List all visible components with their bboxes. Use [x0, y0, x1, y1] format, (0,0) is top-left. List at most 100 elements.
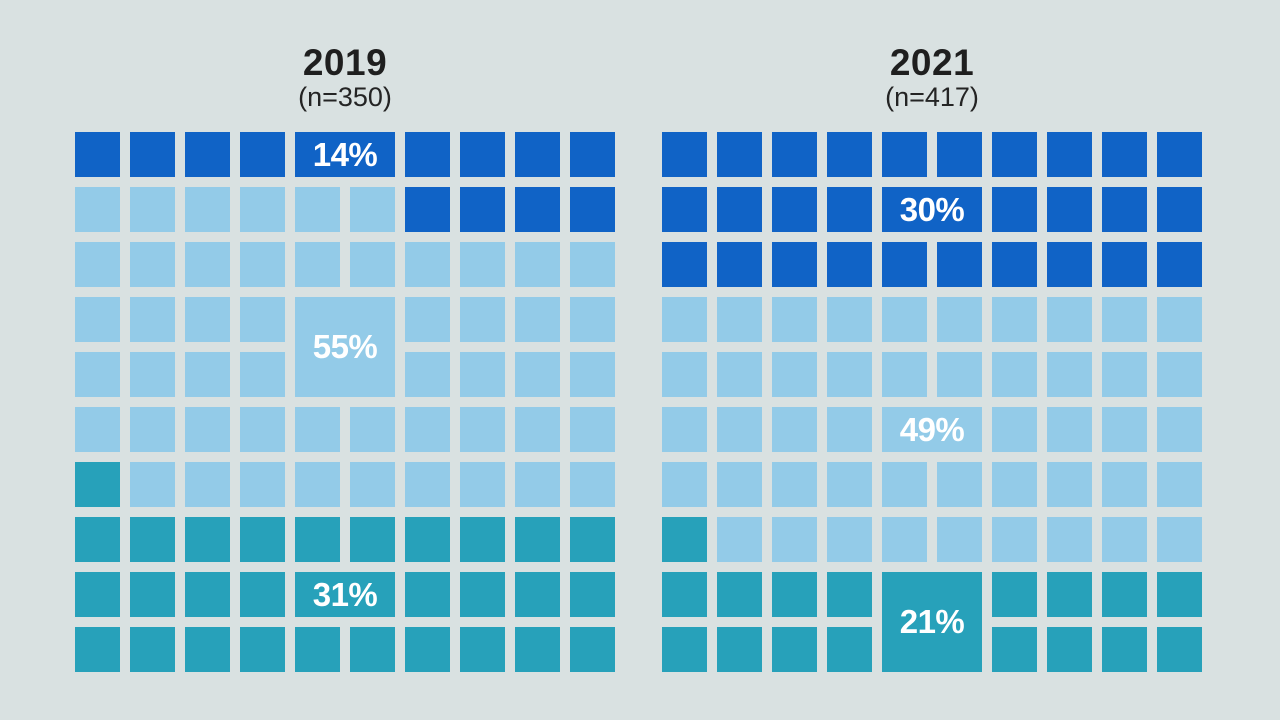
waffle-cell — [827, 297, 872, 342]
waffle-cell — [405, 132, 450, 177]
waffle-cell — [515, 517, 560, 562]
waffle-cell — [240, 187, 285, 232]
waffle-cell — [405, 462, 450, 507]
waffle-cell — [827, 572, 872, 617]
waffle-cell — [937, 242, 982, 287]
waffle-cell — [827, 132, 872, 177]
waffle-cell — [515, 242, 560, 287]
waffle-cell — [460, 572, 505, 617]
waffle-cell — [1047, 242, 1092, 287]
waffle-cell — [130, 407, 175, 452]
waffle-cell — [460, 297, 505, 342]
waffle-cell — [1157, 517, 1202, 562]
waffle-cell — [772, 352, 817, 397]
waffle-cell — [1102, 187, 1147, 232]
waffle-cell — [772, 462, 817, 507]
waffle-cell — [1157, 462, 1202, 507]
waffle-cell — [1157, 407, 1202, 452]
waffle-cell — [1047, 407, 1092, 452]
waffle-cell — [240, 627, 285, 672]
waffle-cell — [405, 352, 450, 397]
segment-label-block: 21% — [882, 572, 982, 672]
segment-label-block: 30% — [882, 187, 982, 232]
waffle-cell — [405, 517, 450, 562]
waffle-cell — [75, 407, 120, 452]
waffle-cell — [295, 407, 340, 452]
waffle-cell — [992, 407, 1037, 452]
waffle-cell — [662, 572, 707, 617]
waffle-cell — [240, 462, 285, 507]
waffle-cell — [185, 297, 230, 342]
waffle-cell — [75, 627, 120, 672]
waffle-cell — [1157, 187, 1202, 232]
waffle-cell — [570, 297, 615, 342]
waffle-cell — [717, 187, 762, 232]
waffle-cell — [717, 242, 762, 287]
waffle-cell — [515, 462, 560, 507]
waffle-cell — [1047, 627, 1092, 672]
waffle-cell — [992, 132, 1037, 177]
waffle-cell — [717, 297, 762, 342]
chart-title-2019: 2019 — [302, 42, 388, 83]
waffle-cell — [405, 572, 450, 617]
waffle-cell — [937, 297, 982, 342]
waffle-cell — [1157, 352, 1202, 397]
chart-subtitle-2021: (n=417) — [885, 82, 979, 112]
waffle-cell — [185, 132, 230, 177]
waffle-cell — [570, 627, 615, 672]
segment-percentage-label: 30% — [899, 190, 965, 228]
waffle-cell — [130, 242, 175, 287]
waffle-cell — [1047, 462, 1092, 507]
waffle-cell — [405, 407, 450, 452]
waffle-cell — [827, 517, 872, 562]
waffle-cell — [717, 517, 762, 562]
waffle-cell — [717, 132, 762, 177]
waffle-cell — [717, 407, 762, 452]
waffle-cell — [662, 462, 707, 507]
waffle-cell — [130, 517, 175, 562]
waffle-cell — [240, 242, 285, 287]
waffle-cell — [460, 352, 505, 397]
waffle-cell — [130, 352, 175, 397]
waffle-cell — [130, 132, 175, 177]
waffle-cell — [882, 462, 927, 507]
waffle-cell — [1102, 462, 1147, 507]
waffle-cell — [772, 572, 817, 617]
waffle-cell — [1102, 242, 1147, 287]
waffle-cell — [75, 297, 120, 342]
waffle-cell — [772, 627, 817, 672]
waffle-cell — [937, 132, 982, 177]
waffle-cell — [717, 352, 762, 397]
waffle-cell — [937, 462, 982, 507]
waffle-cell — [75, 242, 120, 287]
segment-label-block: 55% — [295, 297, 395, 397]
waffle-cell — [130, 627, 175, 672]
segment-percentage-label: 31% — [312, 575, 378, 613]
waffle-cell — [662, 242, 707, 287]
waffle-cell — [185, 407, 230, 452]
segment-label-block: 49% — [882, 407, 982, 452]
waffle-cell — [515, 352, 560, 397]
waffle-cell — [185, 517, 230, 562]
waffle-cell — [992, 242, 1037, 287]
waffle-cell — [882, 352, 927, 397]
waffle-cell — [1047, 572, 1092, 617]
waffle-cell — [882, 297, 927, 342]
waffle-cell — [240, 572, 285, 617]
waffle-cell — [130, 187, 175, 232]
waffle-cell — [75, 352, 120, 397]
waffle-cell — [515, 407, 560, 452]
waffle-cell — [662, 297, 707, 342]
waffle-cell — [350, 462, 395, 507]
waffle-cell — [75, 517, 120, 562]
waffle-cell — [662, 627, 707, 672]
waffle-cell — [75, 132, 120, 177]
waffle-cell — [75, 572, 120, 617]
waffle-cell — [662, 407, 707, 452]
waffle-cell — [185, 242, 230, 287]
waffle-cell — [772, 187, 817, 232]
waffle-cell — [405, 627, 450, 672]
segment-percentage-label: 55% — [312, 328, 378, 365]
chart-header-2019: 2019 (n=350) — [75, 42, 615, 112]
waffle-cell — [992, 297, 1037, 342]
